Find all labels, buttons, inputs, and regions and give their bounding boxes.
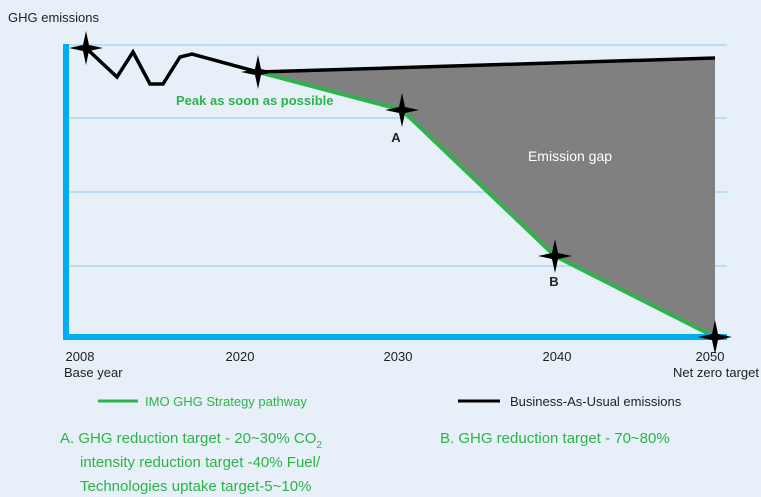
x-label: 2020 — [226, 349, 255, 364]
x-label: 2030 — [384, 349, 413, 364]
annotation: Peak as soon as possible — [176, 93, 334, 108]
imo-pathway-line — [257, 70, 716, 339]
note-a: intensity reduction target -40% Fuel/ — [80, 454, 321, 471]
gap-label: Emission gap — [528, 148, 612, 164]
note-a: Technologies uptake target-5~10% — [80, 478, 311, 495]
x-label: 2040 — [543, 349, 572, 364]
y-axis-label: GHG emissions — [8, 10, 100, 25]
x-sublabel: Base year — [64, 365, 123, 380]
x-label: 2050 — [696, 349, 725, 364]
legend-label: IMO GHG Strategy pathway — [145, 394, 307, 409]
point-label: A — [391, 130, 401, 145]
point-label: B — [549, 274, 558, 289]
legend-label: Business-As-Usual emissions — [510, 394, 682, 409]
star — [241, 55, 275, 89]
bau-line — [84, 46, 716, 86]
x-sublabel: Net zero target — [673, 365, 759, 380]
stars — [69, 31, 732, 354]
note-subscript: 2 — [316, 440, 322, 451]
star — [385, 93, 419, 127]
note-text: A. GHG reduction target - 20~30% CO — [60, 430, 316, 447]
star — [69, 31, 103, 65]
note-a: A. GHG reduction target - 20~30% CO2 — [60, 430, 322, 451]
note-b: B. GHG reduction target - 70~80% — [440, 430, 670, 447]
x-label: 2008 — [66, 349, 95, 364]
emission-gap-area — [258, 58, 715, 337]
star — [698, 320, 732, 354]
star — [538, 239, 572, 273]
